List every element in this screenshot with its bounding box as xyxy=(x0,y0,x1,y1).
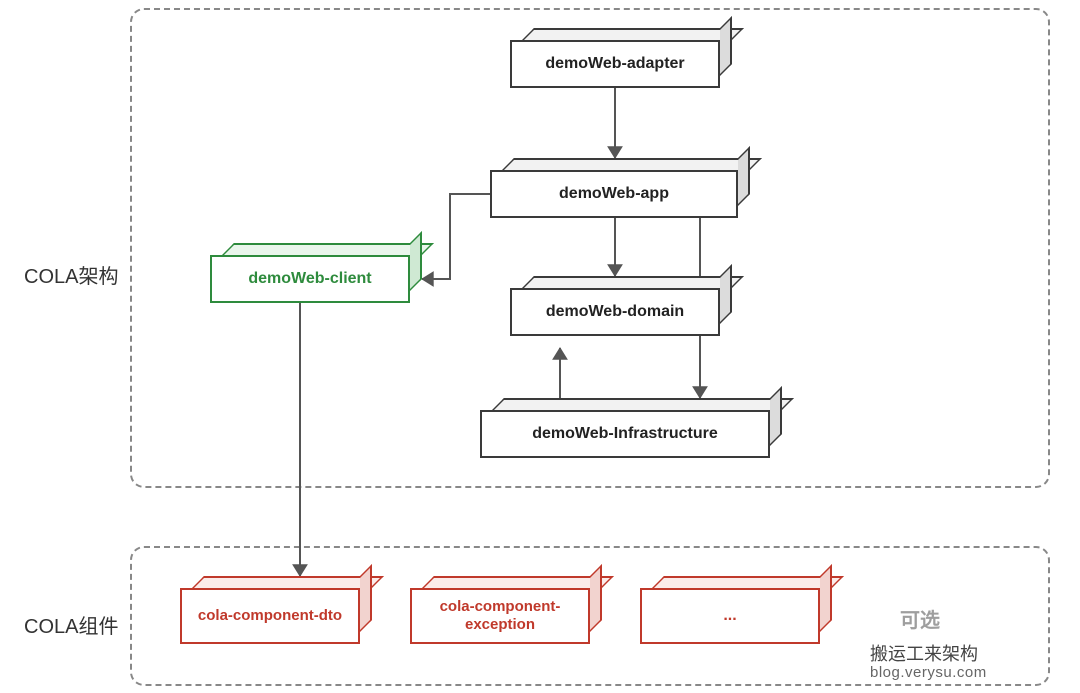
watermark-line1: 搬运工来架构 xyxy=(870,640,978,666)
node-label: demoWeb-Infrastructure xyxy=(480,410,770,458)
node-label: cola-component-dto xyxy=(180,588,360,644)
node-n-dto: cola-component-dto xyxy=(180,588,360,644)
node-label: ... xyxy=(640,588,820,644)
node-n-app: demoWeb-app xyxy=(490,170,738,218)
region-components-label: COLA组件 xyxy=(24,610,118,639)
node-label: demoWeb-app xyxy=(490,170,738,218)
node-n-exc: cola-component-exception xyxy=(410,588,590,644)
watermark-line2: blog.verysu.com xyxy=(870,664,987,681)
node-label: demoWeb-adapter xyxy=(510,40,720,88)
node-label: cola-component-exception xyxy=(410,588,590,644)
node-n-client: demoWeb-client xyxy=(210,255,410,303)
node-n-domain: demoWeb-domain xyxy=(510,288,720,336)
optional-label: 可选 xyxy=(900,604,940,633)
node-n-more: ... xyxy=(640,588,820,644)
node-n-adapter: demoWeb-adapter xyxy=(510,40,720,88)
node-label: demoWeb-domain xyxy=(510,288,720,336)
diagram-canvas: COLA架构 COLA组件 demoWeb-adapter demoWeb-app… xyxy=(0,0,1080,693)
region-architecture-label: COLA架构 xyxy=(24,260,118,289)
node-label: demoWeb-client xyxy=(210,255,410,303)
node-n-infra: demoWeb-Infrastructure xyxy=(480,410,770,458)
